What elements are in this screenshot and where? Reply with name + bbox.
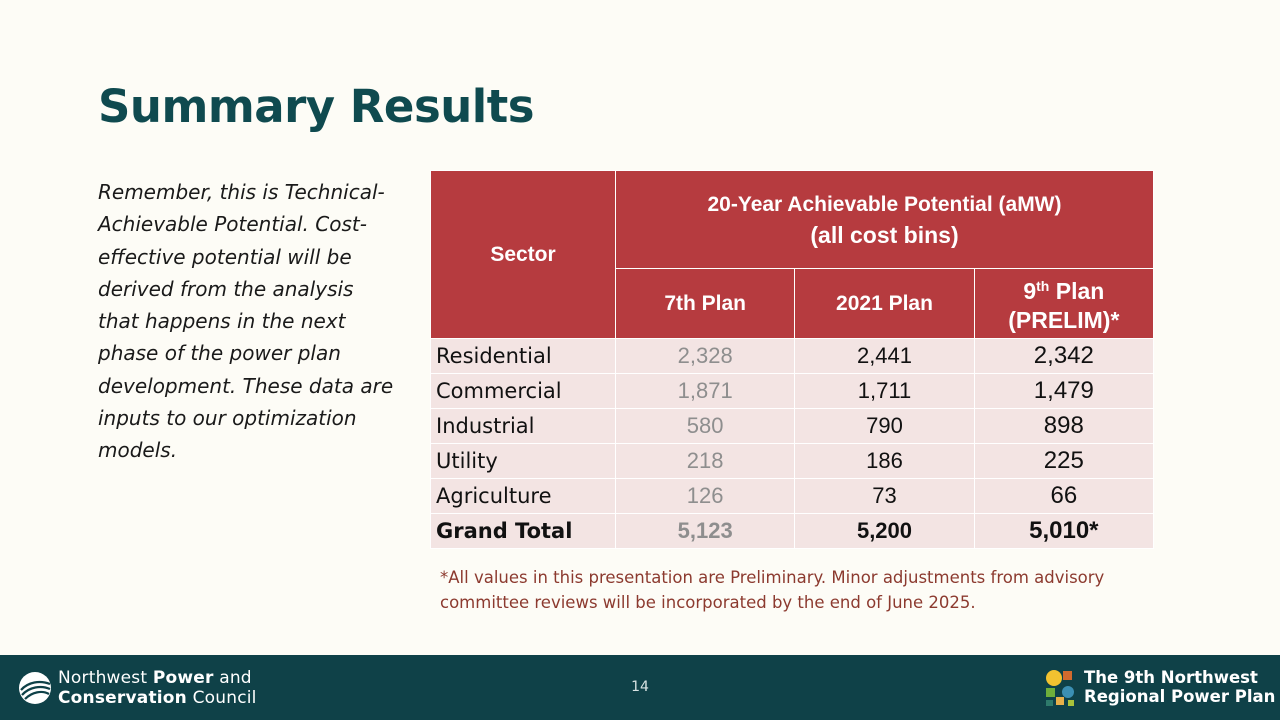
- table-row: Commercial 1,871 1,711 1,479: [430, 373, 1155, 409]
- total-2021-cell: 5,200: [794, 513, 975, 549]
- value-7th-cell: 2,328: [614, 338, 796, 374]
- power-plan-mosaic-logo-icon: [1046, 670, 1074, 706]
- slide-title: Summary Results: [98, 80, 535, 133]
- col-header-9th-plan: 9th Plan (PRELIM)*: [973, 268, 1155, 339]
- col-header-2021-plan: 2021 Plan: [794, 268, 975, 339]
- value-9th-cell: 66: [973, 478, 1155, 514]
- sector-cell: Utility: [430, 443, 616, 479]
- value-9th-cell: 1,479: [973, 373, 1155, 409]
- total-label-cell: Grand Total: [430, 513, 616, 549]
- value-7th-cell: 580: [614, 408, 796, 444]
- org-word-council: Council: [186, 688, 257, 708]
- org-branding: Northwest Power and Conservation Council: [18, 668, 257, 708]
- potential-group-header: 20-Year Achievable Potential (aMW) (all …: [615, 170, 1154, 269]
- sector-cell: Industrial: [430, 408, 616, 444]
- value-7th-cell: 1,871: [614, 373, 796, 409]
- group-header-line2: (all cost bins): [810, 221, 959, 248]
- table-row: Industrial 580 790 898: [430, 408, 1155, 444]
- preliminary-footnote: *All values in this presentation are Pre…: [440, 568, 1105, 612]
- footer-bar: Northwest Power and Conservation Council…: [0, 655, 1280, 720]
- col-header-7th-plan: 7th Plan: [614, 268, 796, 339]
- page-number: 14: [631, 679, 649, 695]
- org-word-and: and: [213, 668, 252, 688]
- nwpcc-swoosh-logo-icon: [19, 672, 51, 704]
- total-7th-cell: 5,123: [614, 513, 796, 549]
- value-2021-cell: 790: [794, 408, 975, 444]
- value-2021-cell: 73: [794, 478, 975, 514]
- org-word-power: Power: [152, 668, 214, 688]
- org-name: Northwest Power and Conservation Council: [58, 668, 257, 708]
- value-2021-cell: 186: [794, 443, 975, 479]
- col9-prefix: 9: [1023, 278, 1037, 304]
- value-2021-cell: 2,441: [794, 338, 975, 374]
- value-7th-cell: 218: [614, 443, 796, 479]
- group-header-line1: 20-Year Achievable Potential (aMW): [707, 192, 1062, 216]
- sector-cell: Residential: [430, 338, 616, 374]
- grand-total-row: Grand Total 5,123 5,200 5,010*: [430, 513, 1155, 549]
- table-row: Agriculture 126 73 66: [430, 478, 1155, 514]
- sector-cell: Agriculture: [430, 478, 616, 514]
- table-row: Utility 218 186 225: [430, 443, 1155, 479]
- col9-line2: (PRELIM)*: [1008, 307, 1120, 333]
- sector-cell: Commercial: [430, 373, 616, 409]
- value-2021-cell: 1,711: [794, 373, 975, 409]
- total-9th-cell: 5,010*: [973, 513, 1155, 549]
- col9-suffix: Plan: [1049, 278, 1105, 304]
- plan-name-line1: The 9th Northwest: [1084, 668, 1258, 687]
- plan-branding: The 9th Northwest Regional Power Plan: [1042, 666, 1275, 708]
- plan-name: The 9th Northwest Regional Power Plan: [1084, 668, 1275, 706]
- org-word-conservation: Conservation: [58, 688, 187, 708]
- value-9th-cell: 2,342: [973, 338, 1155, 374]
- results-table: Sector 20-Year Achievable Potential (aMW…: [430, 170, 1155, 549]
- org-name-line1: Northwest Power and: [58, 668, 257, 688]
- table-row: Residential 2,328 2,441 2,342: [430, 338, 1155, 374]
- value-9th-cell: 898: [973, 408, 1155, 444]
- explanatory-note: Remember, this is Technical-Achievable P…: [98, 180, 394, 463]
- value-9th-cell: 225: [973, 443, 1155, 479]
- org-word-northwest: Northwest: [58, 668, 153, 688]
- sector-header: Sector: [430, 170, 616, 339]
- value-7th-cell: 126: [614, 478, 796, 514]
- org-name-line2: Conservation Council: [58, 688, 257, 708]
- plan-name-line2: Regional Power Plan: [1084, 687, 1276, 706]
- col9-sup: th: [1036, 278, 1050, 294]
